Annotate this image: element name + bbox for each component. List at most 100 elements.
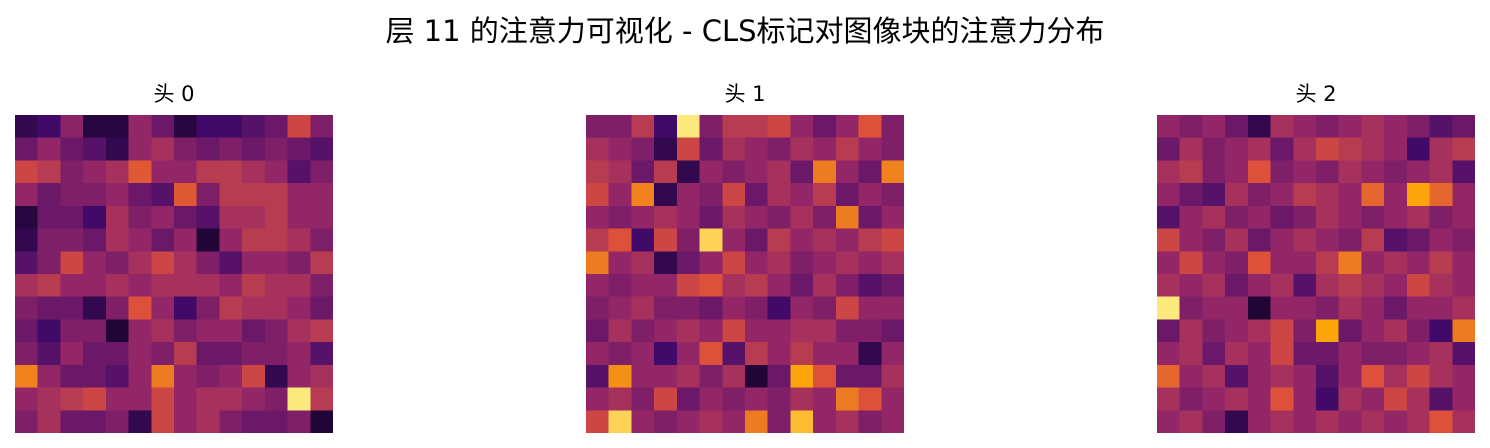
heatmap-cell bbox=[287, 274, 311, 298]
heatmap-cell bbox=[654, 319, 678, 343]
heatmap-cell bbox=[1452, 410, 1475, 433]
heatmap-cell bbox=[631, 410, 655, 433]
heatmap-cell bbox=[105, 115, 129, 139]
heatmap-cell bbox=[813, 137, 837, 161]
heatmap-cell bbox=[1293, 115, 1317, 139]
heatmap-cell bbox=[1270, 115, 1294, 139]
heatmap-cell bbox=[586, 364, 610, 388]
heatmap-cell bbox=[60, 251, 84, 275]
heatmap-cell bbox=[1316, 160, 1340, 184]
heatmap-cell bbox=[1270, 251, 1294, 275]
heatmap-cell bbox=[105, 410, 129, 433]
heatmap-cell bbox=[745, 183, 769, 207]
heatmap-cell bbox=[1406, 115, 1430, 139]
heatmap-cell bbox=[631, 319, 655, 343]
heatmap-cell bbox=[1270, 160, 1294, 184]
heatmap-cell bbox=[128, 364, 152, 388]
heatmap-cell bbox=[654, 183, 678, 207]
heatmap-cell bbox=[722, 342, 746, 366]
heatmap-cell bbox=[83, 387, 107, 411]
heatmap-title: 头 1 bbox=[724, 82, 766, 106]
heatmap-cell bbox=[813, 410, 837, 433]
heatmap-cell bbox=[608, 274, 632, 298]
heatmap-cell bbox=[858, 387, 882, 411]
heatmap-cell bbox=[60, 296, 84, 320]
heatmap-cell bbox=[858, 274, 882, 298]
heatmap-cell bbox=[745, 296, 769, 320]
heatmap-cell bbox=[1406, 410, 1430, 433]
heatmap-panel-head-1: 头 1 bbox=[586, 78, 904, 433]
heatmap-cell bbox=[242, 342, 266, 366]
heatmap-cell bbox=[1202, 228, 1226, 252]
heatmap-title: 头 0 bbox=[153, 82, 195, 106]
heatmap-cell bbox=[1157, 160, 1181, 184]
heatmap-cell bbox=[1247, 251, 1271, 275]
heatmap-cell bbox=[1270, 296, 1294, 320]
heatmap-cell bbox=[1270, 342, 1294, 366]
heatmap-cell bbox=[1247, 160, 1271, 184]
heatmap-cell bbox=[631, 205, 655, 229]
heatmap-cell bbox=[1338, 410, 1362, 433]
heatmap-cell bbox=[745, 342, 769, 366]
heatmap-cell bbox=[128, 115, 152, 139]
heatmap-cell bbox=[264, 410, 288, 433]
heatmap-cell bbox=[37, 205, 61, 229]
heatmap-cell bbox=[1452, 251, 1475, 275]
heatmap-cell bbox=[1293, 205, 1317, 229]
heatmap-cell bbox=[767, 115, 791, 139]
heatmap-cell bbox=[745, 274, 769, 298]
heatmap-cell bbox=[881, 115, 904, 139]
heatmap-cell bbox=[196, 296, 220, 320]
heatmap-cell bbox=[835, 296, 859, 320]
heatmap-cell bbox=[699, 274, 723, 298]
heatmap-cell bbox=[1247, 342, 1271, 366]
heatmap-cell bbox=[881, 205, 904, 229]
heatmap-cell bbox=[813, 364, 837, 388]
heatmap-cell bbox=[1384, 274, 1408, 298]
heatmap-cell bbox=[790, 364, 814, 388]
heatmap-cell bbox=[699, 342, 723, 366]
heatmap-cell bbox=[196, 387, 220, 411]
heatmap-cell bbox=[835, 183, 859, 207]
heatmap-cell bbox=[608, 160, 632, 184]
heatmap-cell bbox=[15, 160, 39, 184]
heatmap-cell bbox=[83, 115, 107, 139]
heatmap-cell bbox=[1293, 137, 1317, 161]
heatmap-cell bbox=[813, 160, 837, 184]
heatmap-cell bbox=[60, 228, 84, 252]
heatmap-cell bbox=[608, 342, 632, 366]
heatmap-cell bbox=[790, 274, 814, 298]
heatmap-cell bbox=[1293, 387, 1317, 411]
heatmap-cell bbox=[586, 387, 610, 411]
heatmap-cell bbox=[1270, 183, 1294, 207]
heatmap-cell bbox=[287, 205, 311, 229]
heatmap-cell bbox=[858, 160, 882, 184]
heatmap-cell bbox=[242, 296, 266, 320]
heatmap-cell bbox=[654, 137, 678, 161]
heatmap-cell bbox=[1361, 160, 1385, 184]
heatmap-cell bbox=[219, 342, 243, 366]
heatmap-cell bbox=[745, 364, 769, 388]
heatmap-cell bbox=[1429, 364, 1453, 388]
heatmap-cell bbox=[881, 228, 904, 252]
heatmap-cell bbox=[15, 410, 39, 433]
heatmap-cell bbox=[310, 274, 333, 298]
heatmap-cell bbox=[745, 410, 769, 433]
heatmap-cell bbox=[151, 364, 175, 388]
heatmap-cell bbox=[196, 160, 220, 184]
heatmap-cell bbox=[174, 364, 198, 388]
heatmap-cell bbox=[699, 183, 723, 207]
heatmap-cell bbox=[608, 228, 632, 252]
heatmap-cell bbox=[676, 228, 700, 252]
heatmap-cell bbox=[1384, 137, 1408, 161]
heatmap-cell bbox=[767, 160, 791, 184]
heatmap-cell bbox=[128, 183, 152, 207]
heatmap-cell bbox=[767, 387, 791, 411]
heatmap-cell bbox=[722, 251, 746, 275]
heatmap-cell bbox=[15, 342, 39, 366]
heatmap-cell bbox=[1157, 205, 1181, 229]
heatmap-cell bbox=[15, 251, 39, 275]
heatmap-cell bbox=[1293, 183, 1317, 207]
heatmap-cell bbox=[608, 137, 632, 161]
heatmap-cell bbox=[151, 183, 175, 207]
